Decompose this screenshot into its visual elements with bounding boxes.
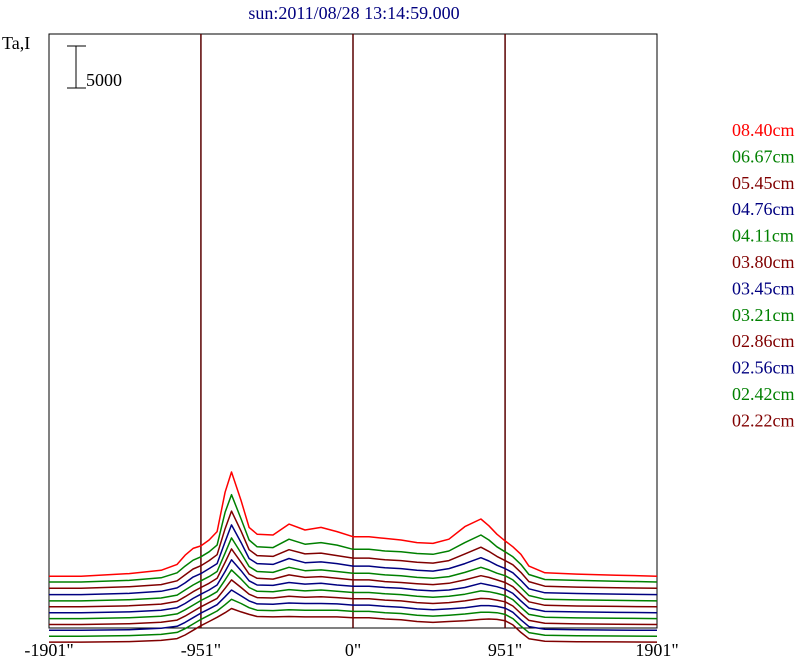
legend-entry-4: 04.11cm <box>732 226 794 246</box>
series-line-02.42cm <box>49 598 658 637</box>
legend-entry-3: 04.76cm <box>732 199 795 219</box>
legend-entry-10: 02.42cm <box>732 384 795 404</box>
x-tick-label-1: -951" <box>181 640 221 660</box>
legend-entry-2: 05.45cm <box>732 173 795 193</box>
scale-bar <box>67 45 86 89</box>
series-line-06.67cm <box>49 493 658 583</box>
series-line-05.45cm <box>49 510 658 590</box>
legend-entry-6: 03.45cm <box>732 278 795 298</box>
legend-entry-0: 08.40cm <box>732 120 795 140</box>
series-line-02.56cm <box>49 589 658 632</box>
legend: 08.40cm 06.67cm 05.45cm 04.76cm 04.11cm 03.80… <box>732 120 795 430</box>
series-line-03.45cm <box>49 559 658 614</box>
legend-entry-1: 06.67cm <box>732 146 795 166</box>
x-tick-label-4: 1901" <box>635 640 678 660</box>
legend-entry-8: 02.86cm <box>732 331 795 351</box>
legend-entry-11: 02.22cm <box>732 410 795 430</box>
x-tick-label-0: -1901" <box>24 640 73 660</box>
series-line-02.22cm <box>49 607 658 643</box>
series-line-04.76cm <box>49 524 658 596</box>
x-tick-label-2: 0" <box>345 640 361 660</box>
series-line-03.21cm <box>49 569 658 620</box>
chart-title: sun:2011/08/28 13:14:59.000 <box>248 3 459 23</box>
legend-entry-5: 03.80cm <box>732 252 795 272</box>
scale-bar-label: 5000 <box>86 70 122 90</box>
series-line-08.40cm <box>49 471 658 577</box>
y-axis-label: Ta,I <box>2 33 30 53</box>
series-line-02.86cm <box>49 579 658 626</box>
legend-entry-7: 03.21cm <box>732 305 795 325</box>
series-line-04.11cm <box>49 537 658 602</box>
series-line-03.80cm <box>49 548 658 608</box>
legend-entry-9: 02.56cm <box>732 358 795 378</box>
x-tick-label-3: 951" <box>488 640 522 660</box>
